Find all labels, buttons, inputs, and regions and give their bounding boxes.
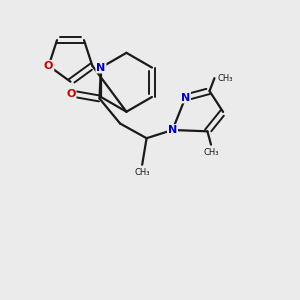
Text: O: O — [66, 89, 76, 99]
Text: N: N — [168, 125, 177, 135]
Text: CH₃: CH₃ — [203, 148, 219, 157]
Text: CH₃: CH₃ — [218, 74, 233, 83]
Text: N: N — [181, 92, 190, 103]
Text: CH₃: CH₃ — [134, 168, 150, 177]
Text: O: O — [44, 61, 53, 71]
Text: N: N — [96, 63, 106, 73]
